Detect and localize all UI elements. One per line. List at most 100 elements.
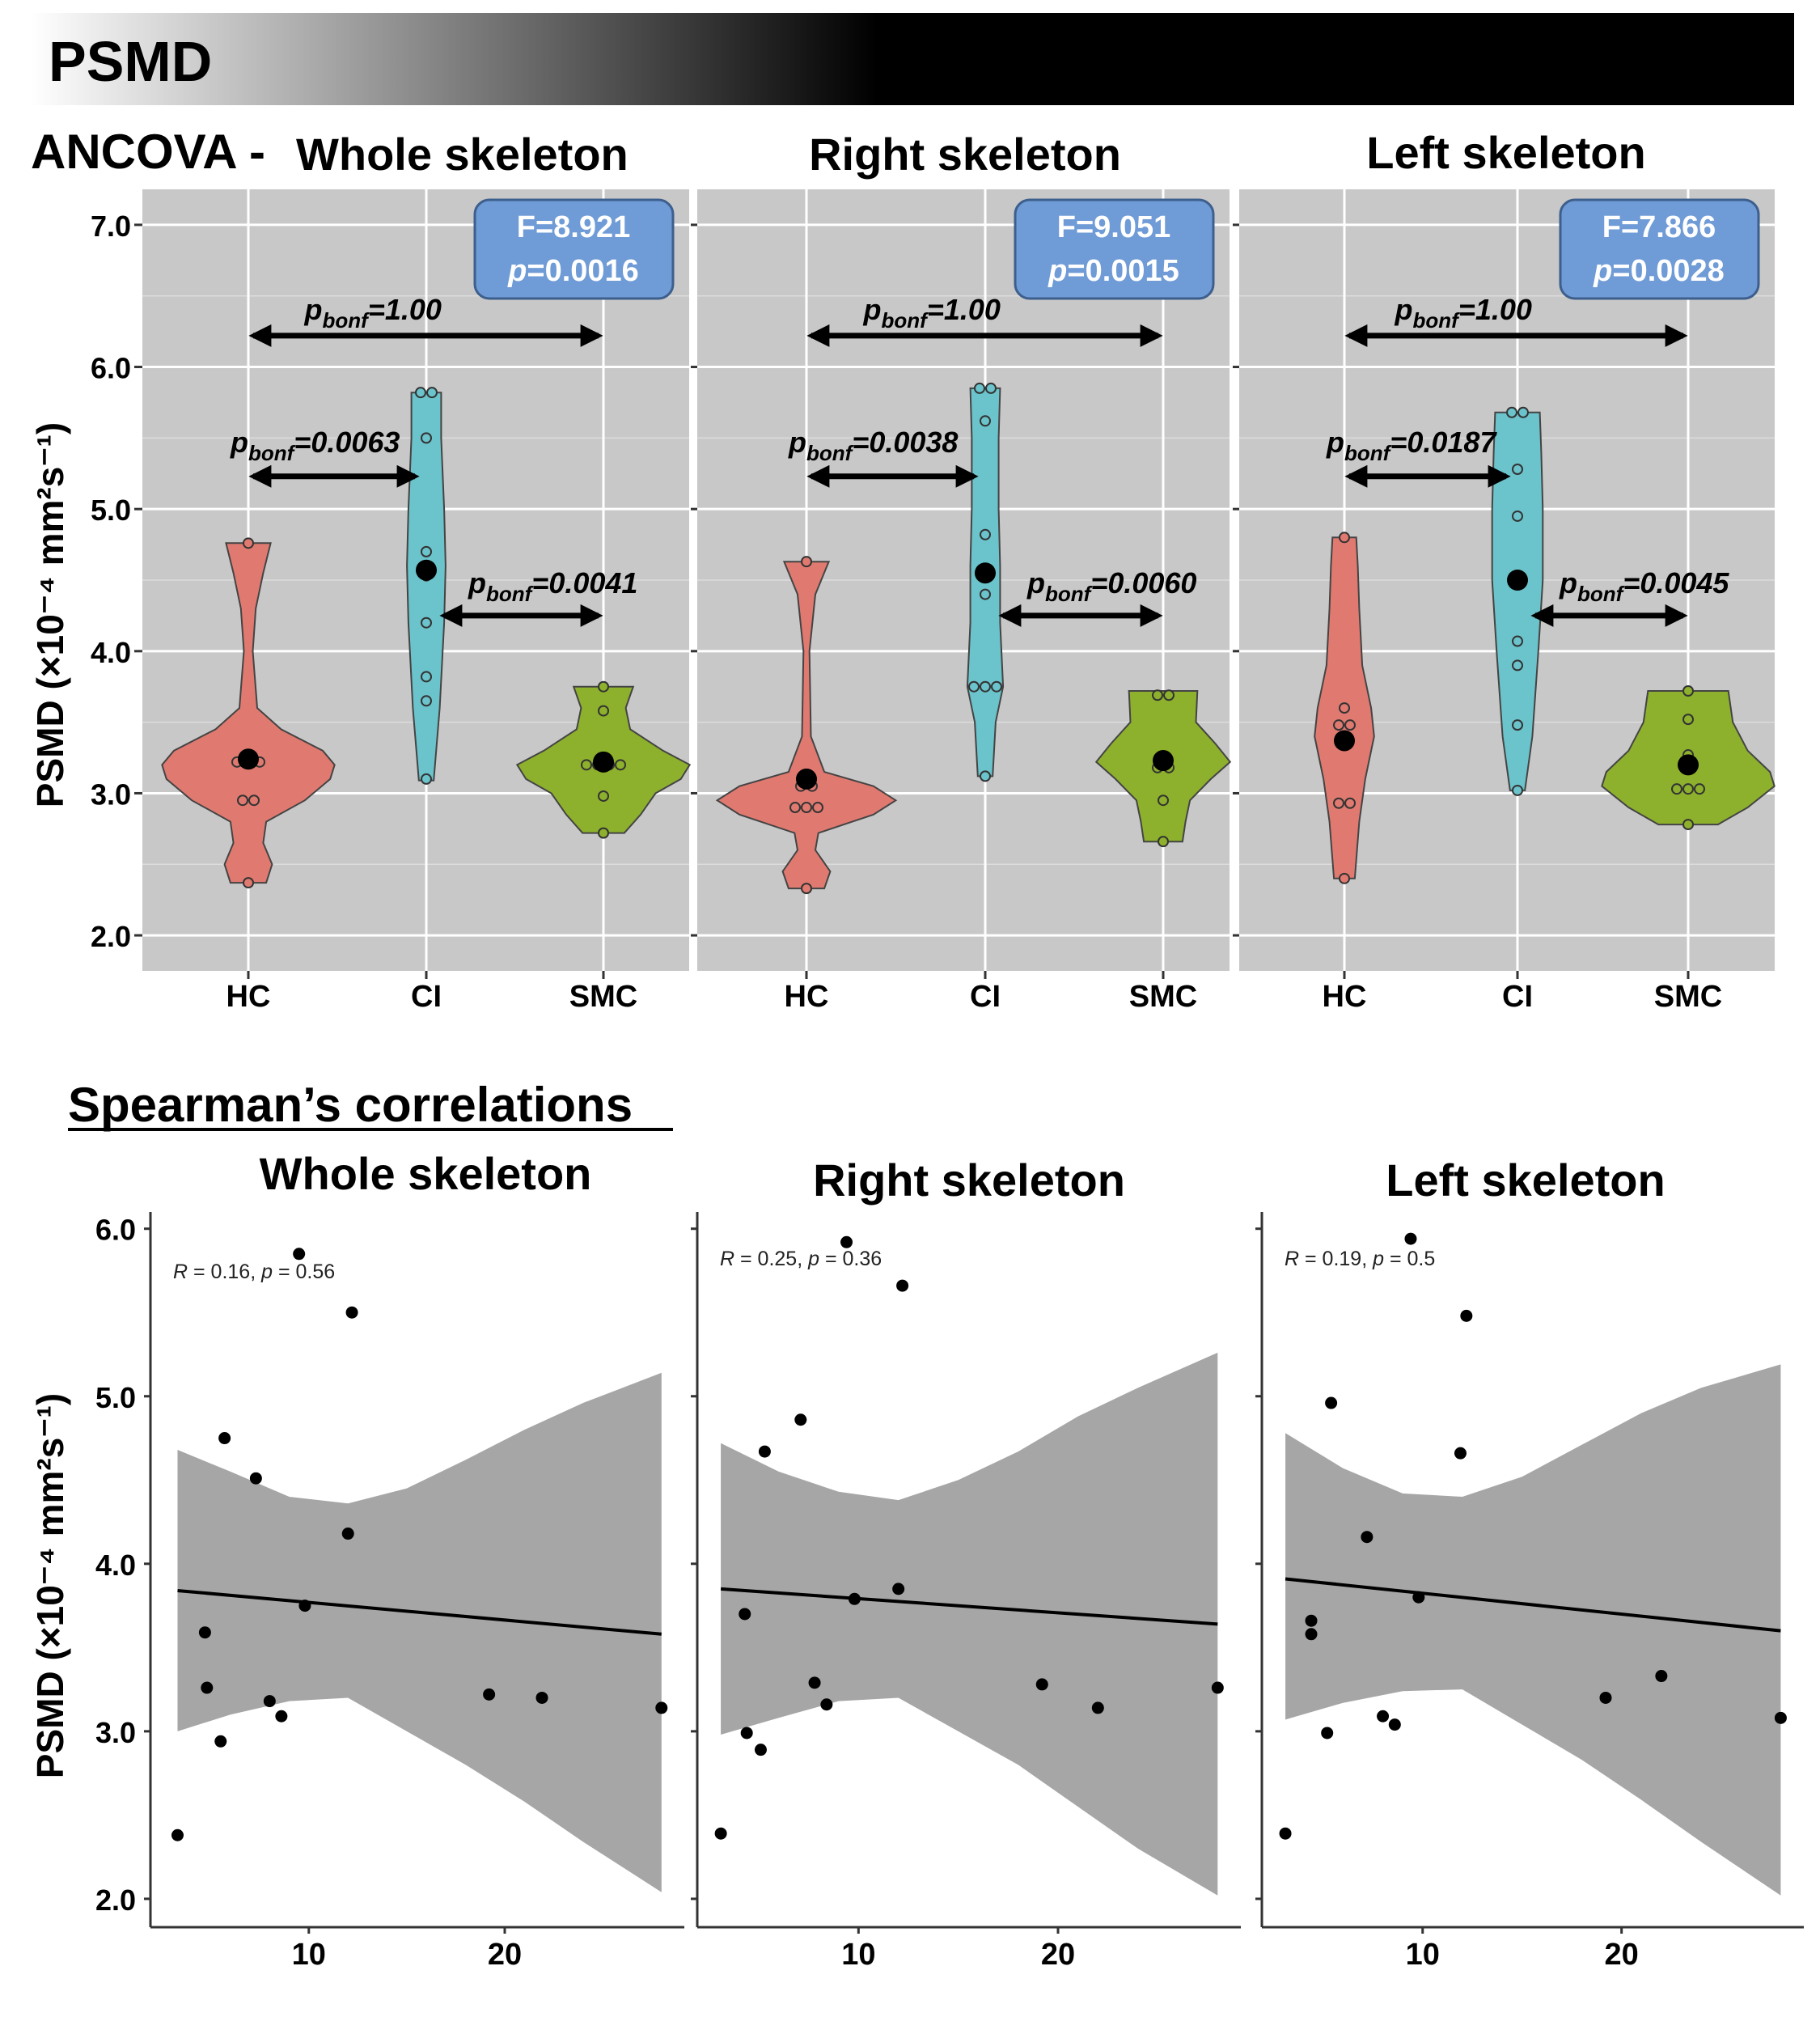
spearman-title-left: Left skeleton — [1386, 1155, 1665, 1206]
p-subscript: bonf — [882, 308, 929, 333]
r-value: = 0.16, — [188, 1261, 261, 1283]
p-symbol: p — [1326, 426, 1344, 459]
data-point — [248, 795, 260, 807]
data-point — [263, 1695, 276, 1708]
data-point — [214, 1735, 227, 1748]
data-point — [758, 1445, 771, 1458]
xtick-label: HC — [1323, 980, 1367, 1014]
data-point — [1333, 797, 1344, 809]
data-point — [421, 545, 432, 557]
data-point — [171, 1828, 184, 1841]
p-value-number: =0.0028 — [1612, 254, 1724, 288]
data-point — [892, 1583, 905, 1595]
data-point — [1599, 1691, 1612, 1704]
data-point — [801, 883, 812, 895]
spearman-title-right: Right skeleton — [813, 1155, 1125, 1206]
xtick-label: 10 — [1406, 1938, 1440, 1972]
p-value: p=0.0016 — [507, 254, 639, 288]
data-point — [1512, 784, 1523, 796]
violin-hc — [161, 542, 336, 884]
p-value-text: =0.0045 — [1623, 566, 1729, 600]
spearman-panels: 10 20 R = 0.16, p = 0.56 10 20 R = 0.25, p = … — [144, 1212, 1804, 1972]
data-point — [1694, 783, 1705, 795]
xtick-label: 10 — [841, 1938, 875, 1972]
data-point — [1412, 1591, 1425, 1604]
p-value: p=0.0015 — [1048, 254, 1179, 288]
mean-point — [1153, 750, 1174, 772]
p-symbol: p — [1559, 566, 1577, 600]
confidence-band — [721, 1352, 1218, 1896]
pbonf-hc-ci: pbonf=0.0063 — [230, 426, 400, 465]
stats-box — [1014, 198, 1215, 300]
spearman-ytick-label: 4.0 — [95, 1549, 136, 1582]
p-value-text: =1.00 — [1458, 293, 1532, 326]
data-point — [980, 680, 991, 693]
data-point — [249, 1472, 262, 1485]
ancova-y-axis: 2.0 3.0 4.0 5.0 6.0 7.0 — [91, 210, 142, 953]
data-point — [985, 382, 997, 394]
data-point — [740, 1727, 753, 1739]
data-point — [655, 1701, 668, 1714]
p-subscript: bonf — [323, 308, 370, 333]
p-value-text: =0.0038 — [852, 426, 958, 459]
data-point — [714, 1827, 727, 1840]
data-point — [991, 680, 1002, 693]
p-subscript: bonf — [1344, 441, 1392, 465]
data-point — [426, 387, 438, 399]
p-value-text: =0.0060 — [1090, 566, 1196, 600]
regression-line — [1285, 1577, 1781, 1633]
spearman-panel-0: 10 20 R = 0.16, p = 0.56 — [144, 1212, 684, 1972]
data-point — [1339, 872, 1350, 884]
data-point — [598, 705, 609, 717]
data-point — [980, 415, 991, 427]
data-point — [415, 387, 426, 399]
data-point — [345, 1306, 358, 1319]
data-point — [615, 759, 626, 771]
violin-ci — [1491, 411, 1544, 791]
header-banner — [31, 13, 1794, 105]
f-statistic: F=8.921 — [517, 210, 631, 244]
data-point — [812, 802, 823, 814]
data-point — [1404, 1232, 1417, 1245]
data-point — [1279, 1827, 1292, 1840]
ancova-title-whole: Whole skeleton — [296, 129, 629, 180]
data-point — [293, 1248, 306, 1261]
xtick-label: 10 — [292, 1938, 326, 1972]
data-point — [1512, 659, 1523, 672]
data-point — [421, 617, 432, 629]
p-subscript: bonf — [1577, 582, 1625, 606]
xtick-label: HC — [785, 980, 829, 1014]
data-point — [1091, 1701, 1104, 1714]
mean-point — [1334, 730, 1355, 752]
p-symbol: p — [230, 426, 248, 459]
correlation-annotation: R = 0.25, p = 0.36 — [720, 1248, 882, 1270]
p-value: p=0.0028 — [1593, 254, 1725, 288]
pbonf-hc-smc: pbonf=1.00 — [304, 293, 442, 333]
p-subscript: bonf — [1045, 582, 1093, 606]
p-symbol: p — [1026, 566, 1045, 600]
ancova-title-left: Left skeleton — [1366, 127, 1645, 178]
data-point — [739, 1608, 751, 1621]
data-point — [1035, 1678, 1048, 1691]
data-point — [840, 1235, 853, 1248]
data-point — [1321, 1727, 1334, 1739]
p-symbol: p — [1372, 1248, 1384, 1270]
pbonf-hc-ci: pbonf=0.0038 — [788, 426, 958, 465]
p-value-number: =0.0015 — [1067, 254, 1179, 288]
f-statistic: F=9.051 — [1057, 210, 1171, 244]
p-symbol: p — [807, 1248, 819, 1270]
spearman-heading: Spearman’s correlations — [68, 1078, 633, 1132]
data-point — [789, 802, 801, 814]
data-point — [1305, 1614, 1318, 1627]
spearman-ytick-label: 5.0 — [95, 1381, 136, 1414]
data-point — [801, 802, 812, 814]
p-value: = 0.56 — [273, 1261, 335, 1283]
data-point — [535, 1691, 548, 1704]
data-point — [1339, 702, 1350, 714]
data-point — [275, 1710, 288, 1723]
data-point — [243, 877, 254, 889]
spearman-panel-1: 10 20 R = 0.25, p = 0.36 — [691, 1212, 1241, 1972]
data-point — [243, 537, 254, 549]
spearman-panel-2: 10 20 R = 0.19, p = 0.5 — [1255, 1212, 1804, 1972]
data-point — [1682, 783, 1694, 795]
